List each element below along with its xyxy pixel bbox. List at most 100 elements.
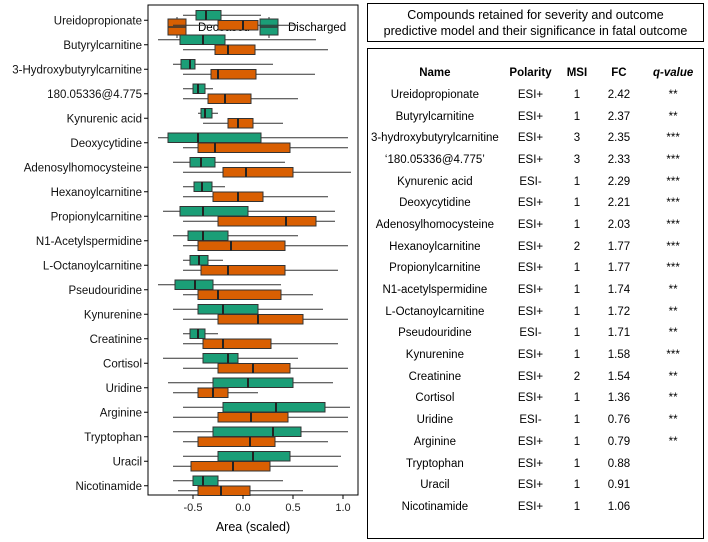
box-deceased [197,142,291,153]
table-row: N1-acetylspermidine ESI+ 1 1.74 ** [368,279,703,301]
header-msi: MSI [566,67,588,79]
x-tick-label: -0.5 [184,502,203,514]
legend-label-discharged: Discharged [288,22,346,34]
cell-fc: 2.29 [607,175,631,188]
cell-msi: 3 [573,153,581,166]
cell-polarity: ESI+ [517,457,544,470]
table-row: Creatinine ESI+ 2 1.54 ** [368,366,703,388]
y-tick-label: Uracil [113,456,142,468]
cell-polarity: ESI+ [517,197,544,210]
cell-q-value: *** [666,197,680,210]
cell-name: Nicotinamide [401,500,469,513]
cell-polarity: ESI+ [517,370,544,383]
cell-fc: 0.91 [607,479,631,492]
x-tick-label: 1.0 [335,502,350,514]
y-tick-label: Arginine [100,407,142,419]
cell-polarity: ESI+ [517,392,544,405]
y-tick-label: Cortisol [103,358,142,370]
box-deceased [227,118,254,129]
box-deceased [190,461,271,472]
cell-q-value: *** [666,175,680,188]
cell-polarity: ESI- [519,414,542,427]
cell-q-value [643,474,703,496]
cell-q-value: *** [666,218,680,231]
cell-q-value: *** [666,153,680,166]
boxplot-chart: DeceasedDischarged UreidopropionateButyr… [12,4,359,534]
cell-polarity: ESI+ [517,435,544,448]
cell-polarity: ESI+ [517,110,544,123]
y-tick-label: Nicotinamide [76,481,142,493]
cell-fc: 1.71 [607,327,631,340]
cell-q-value: ** [668,284,678,297]
cell-msi: 1 [573,218,581,231]
cell-q-value: *** [666,240,680,253]
cell-name: Creatinine [408,370,462,383]
y-tick-label: Uridine [106,383,142,395]
cell-fc: 1.36 [607,392,631,405]
box-discharged [200,108,213,119]
x-tick-label: 0.0 [235,502,250,514]
cell-q-value: *** [666,132,680,145]
table-row: 3-hydroxybutyrylcarnitine ESI+ 3 2.35 *** [368,127,703,149]
box-discharged [212,377,294,388]
y-tick-label: Pseudouridine [68,285,142,297]
header-q-value: q-value [653,67,694,79]
y-tick-label: Ureidopropionate [54,15,142,27]
box-discharged [187,230,229,241]
cell-fc: 2.42 [607,88,631,101]
table-row: Adenosylhomocysteine ESI+ 1 2.03 *** [368,214,703,236]
y-tick-label: 3-Hydroxybutyrylcarnitine [12,64,142,76]
table-row: Pseudouridine ESI- 1 1.71 ** [368,323,703,345]
box-deceased [210,69,257,80]
cell-polarity: ESI+ [517,132,544,145]
cell-q-value: ** [668,370,678,383]
box-deceased [217,314,304,325]
cell-name: Pseudouridine [398,327,472,340]
box-deceased [217,412,289,423]
cell-msi: 1 [573,197,581,210]
cell-msi: 1 [573,457,581,470]
cell-polarity: ESI+ [517,305,544,318]
cell-fc: 0.76 [607,414,631,427]
box-deceased [197,240,286,251]
box-deceased [214,44,256,55]
cell-polarity: ESI+ [517,284,544,297]
cell-fc: 2.03 [607,218,631,231]
box-deceased [217,20,259,31]
cell-msi: 1 [573,392,581,405]
table-row: L-Octanoylcarnitine ESI+ 1 1.72 ** [368,301,703,323]
cell-q-value [643,453,703,475]
cell-name: Uridine [416,414,454,427]
box-deceased [222,167,294,178]
cell-msi: 1 [573,88,581,101]
y-tick-label: Deoxycytidine [70,138,142,150]
cell-msi: 2 [573,240,581,253]
table-row: Cortisol ESI+ 1 1.36 ** [368,388,703,410]
cell-q-value: ** [668,327,678,340]
cell-q-value: *** [666,262,680,275]
box-discharged [222,402,326,413]
table-row: Nicotinamide ESI+ 1 1.06 [368,496,703,518]
cell-msi: 1 [573,435,581,448]
cell-msi: 1 [573,110,581,123]
box-discharged [195,10,222,21]
table-title-line-1: Compounds retained for severity and outc… [407,8,664,22]
cell-name: Kynurenine [405,349,464,362]
box-deceased [207,93,252,104]
cell-polarity: ESI- [519,327,542,340]
cell-fc: 2.21 [607,197,631,210]
table-row: ‘180.05336@4.775’ ESI+ 3 2.33 *** [368,149,703,171]
compound-table-panel: Name Polarity MSI FC q-value Ureidopropi… [367,48,704,539]
header-fc: FC [611,67,627,79]
cell-q-value: ** [668,392,678,405]
cell-name: Ureidopropionate [390,88,479,101]
cell-fc: 2.37 [607,110,631,123]
table-row: Butyrylcarnitine ESI+ 1 2.37 ** [368,106,703,128]
cell-msi: 1 [573,262,581,275]
cell-name: Uracil [420,479,450,492]
header-polarity: Polarity [509,67,552,79]
y-tick-label: N1-Acetylspermidine [36,236,142,248]
cell-name: Cortisol [415,392,455,405]
cell-fc: 1.77 [607,240,631,253]
y-tick-label: Adenosylhomocysteine [24,162,142,174]
